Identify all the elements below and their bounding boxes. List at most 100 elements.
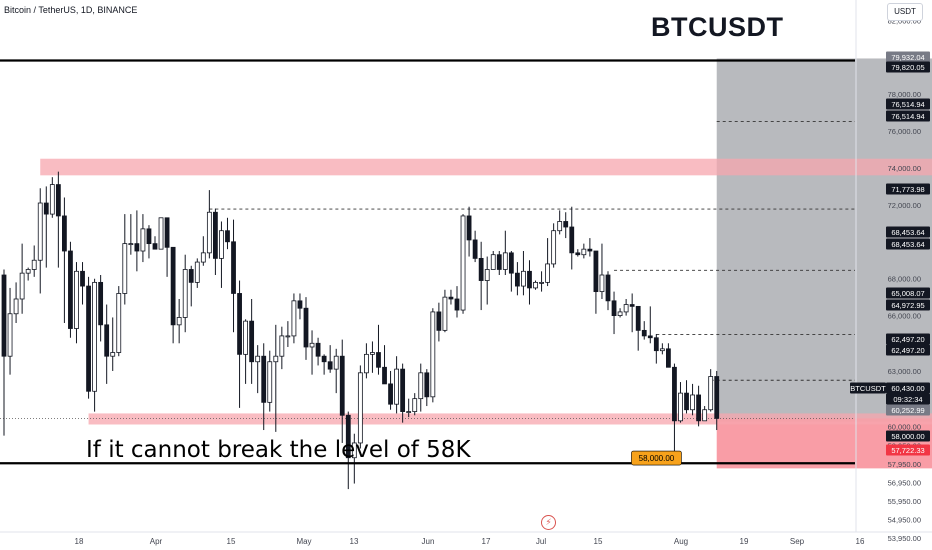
y-axis-tick-label: 57,950.00 (888, 460, 921, 469)
candle-body (255, 355, 261, 363)
candle-body (68, 250, 73, 329)
candle-body (285, 335, 291, 338)
x-axis-tick-label: Apr (150, 537, 163, 546)
candle-body (478, 257, 484, 281)
candle-body (231, 241, 236, 294)
price-badge (850, 382, 886, 394)
candle-body (484, 269, 490, 281)
candle-body (31, 259, 37, 270)
candle-body (460, 215, 466, 311)
candle-body (641, 329, 647, 337)
price-badge (886, 183, 930, 195)
price-badge (886, 404, 930, 416)
candle-body (339, 355, 345, 416)
candle-body (188, 269, 194, 283)
candle-body (212, 211, 218, 259)
candle-body (569, 226, 575, 254)
candle-body (104, 324, 110, 357)
price-badge-label: 71,773.98 (891, 185, 924, 194)
candle-body (454, 298, 460, 311)
candle-body (617, 311, 623, 317)
x-axis-tick-label: 18 (75, 537, 84, 546)
x-axis-tick-label: May (296, 537, 311, 546)
callout-box (631, 450, 682, 466)
candle-body (539, 281, 544, 284)
candle-body (400, 368, 406, 412)
candle-body (527, 270, 532, 289)
candle-body (55, 184, 61, 217)
candle-body (508, 252, 514, 274)
candle-body (678, 392, 683, 422)
candle-body (315, 342, 321, 357)
price-badge (886, 393, 930, 405)
y-axis-tick-label: 54,950.00 (888, 516, 921, 525)
price-badge (886, 430, 930, 442)
candle-body (25, 269, 31, 274)
currency-button[interactable]: USDT (887, 3, 923, 21)
support-zone (88, 413, 932, 425)
x-axis-tick-label: Sep (790, 537, 805, 546)
candle-body (557, 221, 563, 232)
candle-body (194, 261, 200, 283)
price-badge (886, 382, 930, 394)
candle-body (581, 248, 587, 256)
x-axis-tick-label: 15 (227, 537, 236, 546)
x-axis-tick-label: Jul (536, 537, 546, 546)
candle-body (267, 361, 273, 403)
price-badge (886, 287, 930, 299)
price-badge-label: 58,000.00 (891, 432, 924, 441)
y-axis-tick-label: 60,000.00 (888, 422, 921, 431)
candle-body (309, 342, 315, 348)
price-badge (886, 333, 930, 345)
candle-body (666, 348, 671, 368)
price-badge (886, 51, 930, 63)
y-axis-tick-label: 53,950.00 (888, 534, 921, 543)
price-badge (886, 299, 930, 311)
candle-body (418, 372, 424, 400)
candle-body (333, 355, 339, 370)
x-axis-tick-label: 19 (740, 537, 749, 546)
price-badge-label: 62,497.20 (891, 335, 924, 344)
tradingview-logo-icon[interactable]: ⚡ (541, 515, 556, 530)
candle-body (382, 366, 387, 385)
candle-body (672, 366, 677, 422)
x-axis-tick-label: Jun (422, 537, 435, 546)
price-badge-label: 79,820.05 (891, 63, 924, 72)
price-badge (886, 238, 930, 250)
candle-body (496, 254, 502, 270)
price-badge (886, 98, 930, 110)
candle-body (98, 281, 104, 326)
candle-body (134, 243, 140, 252)
y-axis-tick-label: 68,000.00 (888, 275, 921, 284)
candle-body (74, 270, 79, 329)
candle-body (533, 281, 538, 289)
candle-body (653, 337, 659, 352)
x-axis-tick-label: Aug (674, 537, 688, 546)
candle-body (647, 335, 653, 339)
candle-body (363, 353, 369, 374)
y-axis-tick-label: 72,000.00 (888, 201, 921, 210)
candle-body (611, 300, 617, 317)
candle-body (690, 394, 695, 411)
candle-body (1, 274, 7, 357)
candle-body (303, 307, 309, 348)
symbol-label: Bitcoin / TetherUS, 1D, BINANCE (4, 5, 138, 15)
x-axis-tick-label: 17 (482, 537, 491, 546)
candle-body (219, 230, 224, 259)
chart-title: BTCUSDT (651, 12, 784, 42)
x-axis-tick-label: 13 (350, 537, 359, 546)
candle-body (116, 293, 122, 353)
candle-body (412, 398, 418, 412)
callout-label: 58,000.00 (639, 454, 675, 463)
price-badge-label: 76,514.94 (891, 112, 924, 121)
candle-body (370, 352, 375, 355)
candle-body (176, 317, 182, 326)
candle-body (702, 409, 708, 422)
candle-body (684, 392, 689, 411)
y-axis-tick-label: 63,000.00 (888, 367, 921, 376)
candle-body (152, 243, 158, 250)
candle-body (273, 355, 279, 363)
candle-body (442, 296, 448, 331)
resistance-zone (40, 158, 932, 176)
